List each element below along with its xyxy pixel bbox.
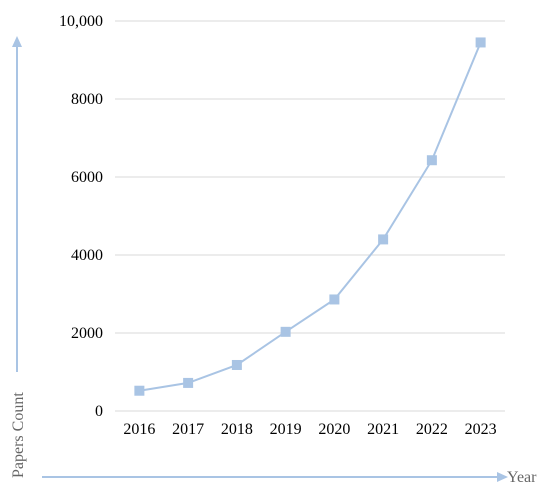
y-tick-label: 2000	[71, 325, 103, 342]
y-tick-label: 6000	[71, 169, 103, 186]
data-point-2017	[183, 377, 194, 388]
data-point-2022	[426, 155, 437, 166]
x-tick-label: 2021	[367, 421, 399, 438]
x-tick-label: 2020	[318, 421, 350, 438]
y-tick-label: 0	[95, 403, 103, 420]
y-axis-label: Papers Count	[10, 392, 27, 478]
x-tick-label: 2022	[416, 421, 448, 438]
y-tick-labels: 0 2000 4000 6000 8000 10,000	[59, 13, 103, 420]
axis-arrows	[12, 36, 508, 482]
y-axis-arrow-head	[12, 36, 22, 47]
x-axis-label: Year	[507, 469, 537, 486]
data-point-2019	[280, 326, 291, 337]
x-tick-label: 2016	[123, 421, 155, 438]
y-tick-label: 10,000	[59, 13, 103, 30]
series-group	[134, 37, 486, 396]
y-tick-label: 8000	[71, 91, 103, 108]
data-point-2018	[231, 359, 242, 370]
x-tick-label: 2017	[172, 421, 204, 438]
data-point-2023	[475, 37, 486, 48]
grid-lines	[115, 20, 505, 412]
data-point-2020	[329, 294, 340, 305]
data-point-2016	[134, 385, 145, 396]
x-tick-labels: 2016 2017 2018 2019 2020 2021 2022 2023	[123, 421, 496, 438]
series-line	[139, 42, 482, 392]
y-tick-label: 4000	[71, 247, 103, 264]
x-tick-label: 2018	[221, 421, 253, 438]
data-point-2021	[378, 234, 389, 245]
x-tick-label: 2023	[465, 421, 497, 438]
x-axis-arrow-head	[497, 472, 508, 482]
x-tick-label: 2019	[270, 421, 302, 438]
